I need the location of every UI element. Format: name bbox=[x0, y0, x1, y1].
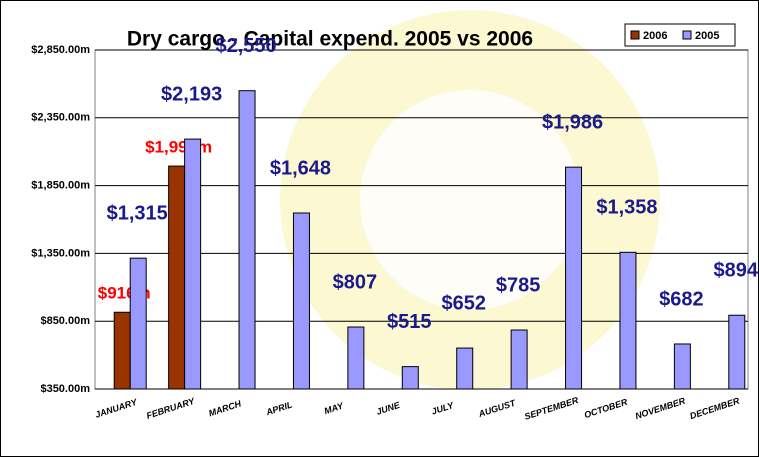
chart-title: Dry cargo - Capital expend. 2005 vs 2006 bbox=[127, 28, 533, 51]
value-label: $515 bbox=[387, 311, 432, 333]
chart: Dry cargo - Capital expend. 2005 vs 2006… bbox=[0, 0, 759, 457]
y-tick-label: $2,350.00m bbox=[31, 112, 90, 124]
bar bbox=[457, 348, 473, 389]
bar bbox=[729, 315, 745, 389]
bar bbox=[566, 167, 582, 389]
bar bbox=[348, 327, 364, 389]
y-tick-label: $1,350.00m bbox=[31, 247, 90, 259]
value-label: $682 bbox=[659, 288, 704, 310]
y-tick-label: $850.00m bbox=[40, 315, 90, 327]
bar bbox=[239, 91, 255, 389]
value-label: $807 bbox=[333, 271, 378, 293]
value-label: $2,193 bbox=[161, 83, 222, 105]
y-tick-label: $350.00m bbox=[40, 383, 90, 395]
y-tick-label: $2,850.00m bbox=[31, 44, 90, 56]
bar bbox=[185, 139, 201, 389]
bar bbox=[293, 213, 309, 389]
bar bbox=[169, 166, 185, 389]
legend-swatch bbox=[631, 31, 639, 39]
bar bbox=[114, 312, 130, 389]
bar bbox=[620, 252, 636, 389]
value-label: $1,994m bbox=[145, 138, 212, 157]
bar bbox=[402, 367, 418, 389]
value-label: $2,550 bbox=[215, 35, 276, 57]
value-label: $1,315 bbox=[107, 202, 168, 224]
value-label: $652 bbox=[441, 292, 486, 314]
bar bbox=[130, 258, 146, 389]
value-label: $1,358 bbox=[596, 197, 657, 219]
value-label: $1,986 bbox=[542, 111, 603, 133]
value-label: $894 bbox=[714, 260, 759, 282]
legend-label: 2005 bbox=[695, 30, 719, 42]
legend-label: 2006 bbox=[643, 30, 667, 42]
value-label: $785 bbox=[496, 274, 541, 296]
legend-swatch bbox=[683, 31, 691, 39]
y-tick-label: $1,850.00m bbox=[31, 180, 90, 192]
value-label: $1,648 bbox=[270, 157, 331, 179]
bar bbox=[511, 330, 527, 389]
bar bbox=[674, 344, 690, 389]
